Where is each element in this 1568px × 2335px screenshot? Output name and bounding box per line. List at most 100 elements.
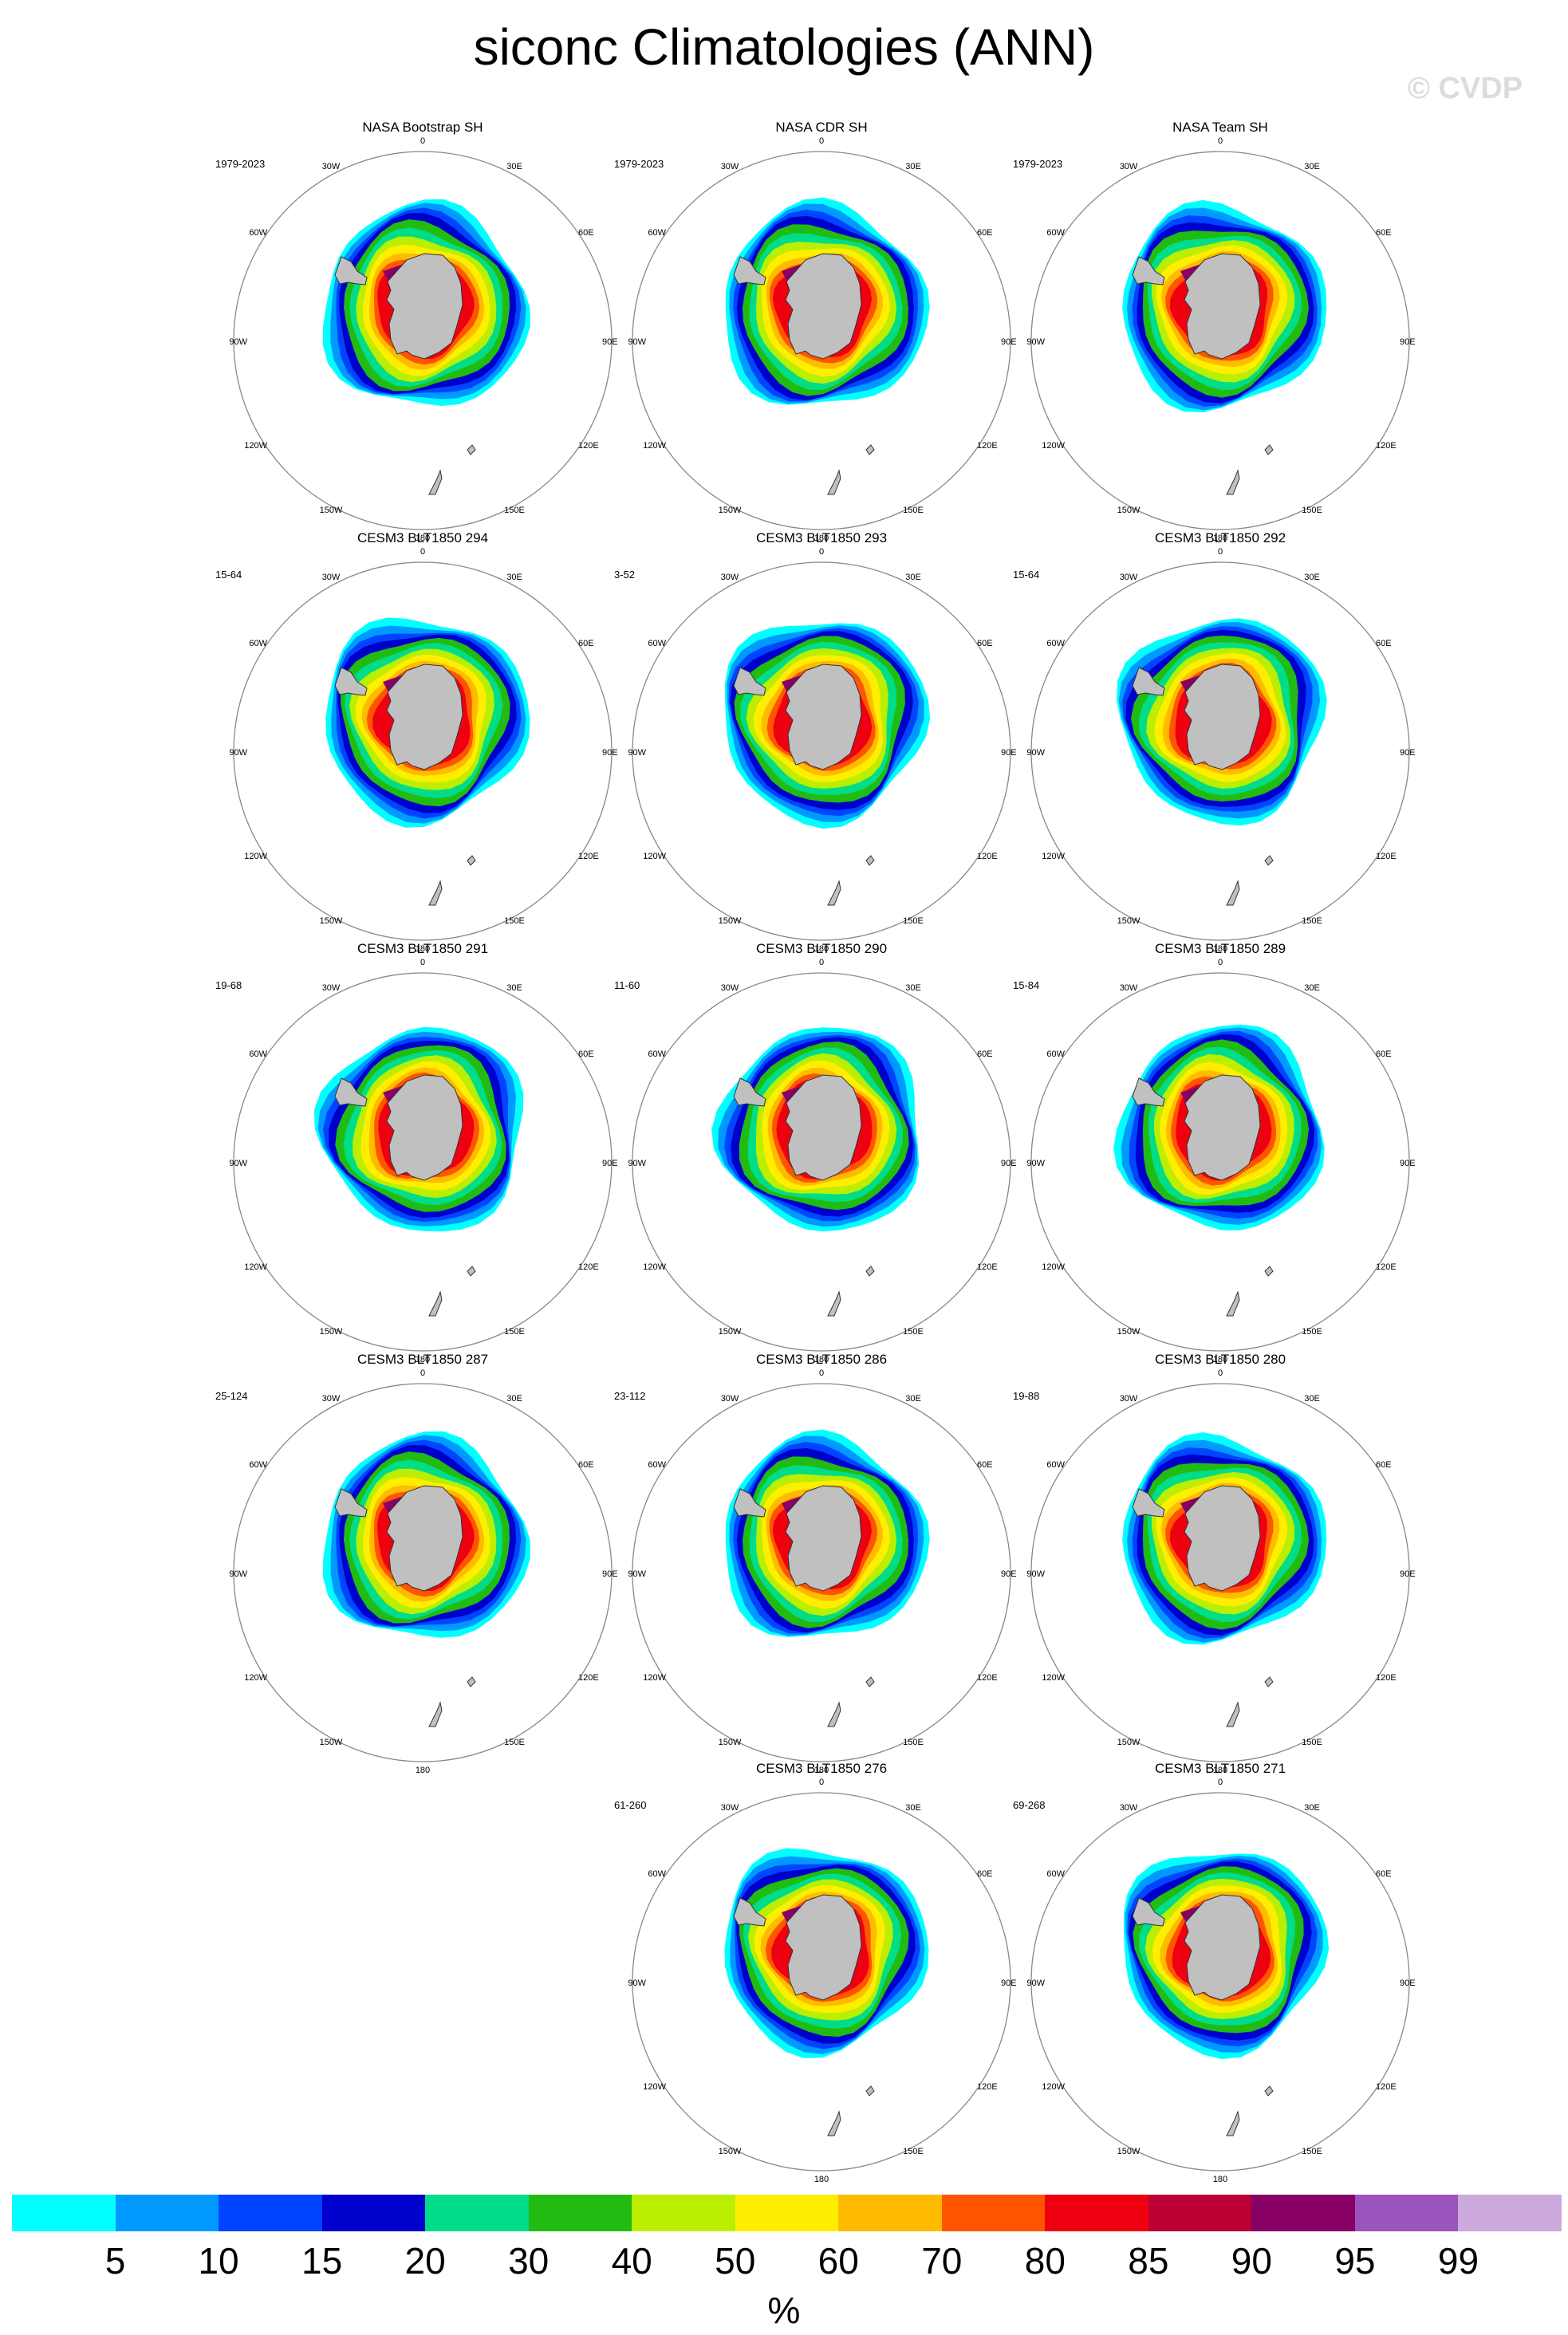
antarctica-landmass [785,1485,862,1592]
longitude-label-60w: 60W [1046,1049,1065,1059]
longitude-label-150e: 150E [504,506,525,515]
longitude-label-120e: 120E [977,852,998,861]
longitude-label-90w: 90W [229,1159,247,1168]
map-panel-12: CESM3 BLT1850 280 19-88 0 30E 60E 90E 120E 15… [1013,1352,1436,1775]
longitude-label-150e: 150E [1302,2147,1322,2156]
new-zealand-landmass [1226,2110,1240,2136]
polar-map: 0 30E 60E 90E 120E 150E 180 150W 120W 90W 60W 30W [1026,547,1415,954]
antarctica-landmass [1184,1074,1261,1181]
map-panel-9: CESM3 BLT1850 289 15-84 0 30E 60E 90E 120E 15… [1013,941,1436,1364]
longitude-label-150e: 150E [1302,916,1322,926]
colorbar-tick-label: 90 [1231,2240,1272,2282]
longitude-labels: 0 30E 60E 90E 120E 150E 180 150W 120W 90W 60W 30W [229,136,617,543]
polar-map: 0 30E 60E 90E 120E 150E 180 150W 120W 90W 60W 30W [628,958,1016,1364]
longitude-label-150w: 150W [1117,1738,1141,1747]
polar-map: 0 30E 60E 90E 120E 150E 180 150W 120W 90W 60W 30W [229,547,617,954]
panel-title: CESM3 BLT1850 287 [357,1352,489,1367]
map-boundary [632,1383,1011,1762]
longitude-label-150e: 150E [903,1738,924,1747]
polar-map: 0 30E 60E 90E 120E 150E 180 150W 120W 90W 60W 30W [229,1368,617,1775]
map-boundary [1030,972,1410,1352]
south-america-landmass [1132,1077,1165,1107]
panel-title: CESM3 BLT1850 280 [1154,1352,1286,1367]
longitude-label-60e: 60E [578,639,594,648]
map-boundary [1030,1383,1410,1762]
longitude-label-bottom: 180 [814,2175,829,2184]
longitude-label-120w: 120W [643,1262,666,1272]
polar-map: 0 30E 60E 90E 120E 150E 180 150W 120W 90W 60W 30W [1026,136,1415,543]
longitude-label-30e: 30E [1304,162,1320,171]
longitude-label-60e: 60E [977,228,993,238]
longitude-label-90w: 90W [229,748,247,758]
longitude-label-120e: 120E [1376,2082,1397,2092]
colorbar-tick-label: 15 [301,2240,343,2282]
longitude-labels: 0 30E 60E 90E 120E 150E 180 150W 120W 90W 60W 30W [628,1368,1016,1775]
longitude-label-90w: 90W [628,337,646,347]
longitude-labels: 0 30E 60E 90E 120E 150E 180 150W 120W 90W 60W 30W [1026,958,1415,1364]
colorbar-segment [12,2195,116,2231]
colorbar [12,2195,1562,2231]
polar-map: 0 30E 60E 90E 120E 150E 180 150W 120W 90W 60W 30W [628,1368,1016,1775]
map-panel-13: CESM3 BLT1850 276 61-260 0 30E 60E 90E 120E 1… [614,1761,1037,2184]
panel-years: 61-260 [614,1799,647,1811]
colorbar-segment [528,2195,632,2231]
longitude-label-30w: 30W [322,983,341,993]
longitude-label-60e: 60E [977,1049,993,1059]
colorbar-segment [115,2195,219,2231]
panel-title: CESM3 BLT1850 294 [357,530,489,545]
colorbar-tick-label: 80 [1024,2240,1066,2282]
colorbar-segment [1148,2195,1252,2231]
map-boundary [632,1792,1011,2172]
longitude-label-90e: 90E [1001,1979,1017,1988]
longitude-label-30w: 30W [1120,983,1138,993]
longitude-label-top: 0 [1218,136,1223,146]
tasmania-landmass [1264,2085,1274,2097]
south-america-landmass [1132,667,1165,696]
colorbar-tick-label: 30 [508,2240,550,2282]
longitude-label-90e: 90E [1400,1159,1416,1168]
map-panel-7: CESM3 BLT1850 291 19-68 0 30E 60E 90E 120E 15… [215,941,638,1364]
longitude-label-30e: 30E [506,162,522,171]
antarctica-landmass [386,1485,463,1592]
longitude-label-150w: 150W [1117,916,1141,926]
longitude-label-90e: 90E [602,1159,618,1168]
colorbar-tick-label: 10 [198,2240,239,2282]
longitude-labels: 0 30E 60E 90E 120E 150E 180 150W 120W 90W 60W 30W [229,547,617,954]
longitude-label-150e: 150E [504,1327,525,1337]
panel-title: NASA CDR SH [775,120,868,135]
new-zealand-landmass [1226,1701,1240,1727]
colorbar-segment [735,2195,839,2231]
map-panel-1: NASA Bootstrap SH 1979-2023 0 30E 60E 90E 12… [215,120,638,543]
longitude-label-60e: 60E [578,1049,594,1059]
longitude-labels: 0 30E 60E 90E 120E 150E 180 150W 120W 90W 60W 30W [628,958,1016,1364]
longitude-label-60e: 60E [1376,1460,1392,1470]
longitude-labels: 0 30E 60E 90E 120E 150E 180 150W 120W 90W 60W 30W [1026,547,1415,954]
longitude-label-120e: 120E [977,441,998,451]
longitude-label-top: 0 [420,136,425,146]
longitude-label-120e: 120E [977,2082,998,2092]
new-zealand-landmass [1226,1290,1240,1317]
colorbar-tick-label: 50 [715,2240,756,2282]
south-america-landmass [334,667,368,696]
longitude-label-120e: 120E [578,1262,599,1272]
longitude-label-150e: 150E [1302,506,1322,515]
longitude-label-150e: 150E [1302,1327,1322,1337]
colorbar-tick-label: 20 [404,2240,446,2282]
map-panel-10: CESM3 BLT1850 287 25-124 0 30E 60E 90E 120E 1… [215,1352,638,1775]
longitude-label-30w: 30W [1120,1803,1138,1813]
polar-map: 0 30E 60E 90E 120E 150E 180 150W 120W 90W 60W 30W [1026,1778,1415,2184]
panel-years: 15-64 [215,569,242,581]
longitude-label-30w: 30W [721,1803,739,1813]
longitude-label-150e: 150E [903,506,924,515]
new-zealand-landmass [1226,880,1240,906]
panel-title: CESM3 BLT1850 276 [755,1761,888,1776]
longitude-label-120e: 120E [1376,1673,1397,1683]
colorbar-units: % [767,2290,801,2331]
longitude-label-60e: 60E [977,1869,993,1879]
longitude-label-150e: 150E [903,1327,924,1337]
polar-map: 0 30E 60E 90E 120E 150E 180 150W 120W 90W 60W 30W [229,958,618,1364]
longitude-label-90w: 90W [1026,748,1045,758]
longitude-label-60w: 60W [249,228,267,238]
antarctica-landmass [386,663,463,770]
map-panel-4: CESM3 BLT1850 294 15-64 0 30E 60E 90E 120E 15… [215,530,638,954]
